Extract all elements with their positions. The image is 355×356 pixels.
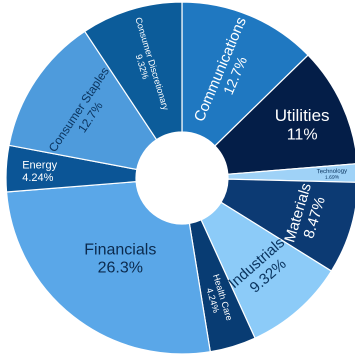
slice-value-label: 4.24% xyxy=(22,172,53,184)
slice-financials xyxy=(5,181,211,355)
slice-label: Energy xyxy=(22,159,57,171)
slice-value-label: 1.69% xyxy=(325,175,340,181)
slice-value-label: 26.3% xyxy=(98,260,143,277)
slice-consumer-staples xyxy=(8,30,158,171)
slice-consumer-discretionary xyxy=(83,1,183,141)
slice-utilities xyxy=(214,54,355,175)
slice-label-group: Financials 26.3% xyxy=(84,241,156,276)
slice-communications xyxy=(181,1,309,147)
slice-value-label: 11% xyxy=(287,126,318,143)
slice-label: Technology xyxy=(317,168,348,175)
slice-industrials xyxy=(200,201,333,339)
slices xyxy=(5,1,355,355)
slice-label: Financials xyxy=(84,241,156,258)
slice-label: Utilities xyxy=(275,106,330,125)
